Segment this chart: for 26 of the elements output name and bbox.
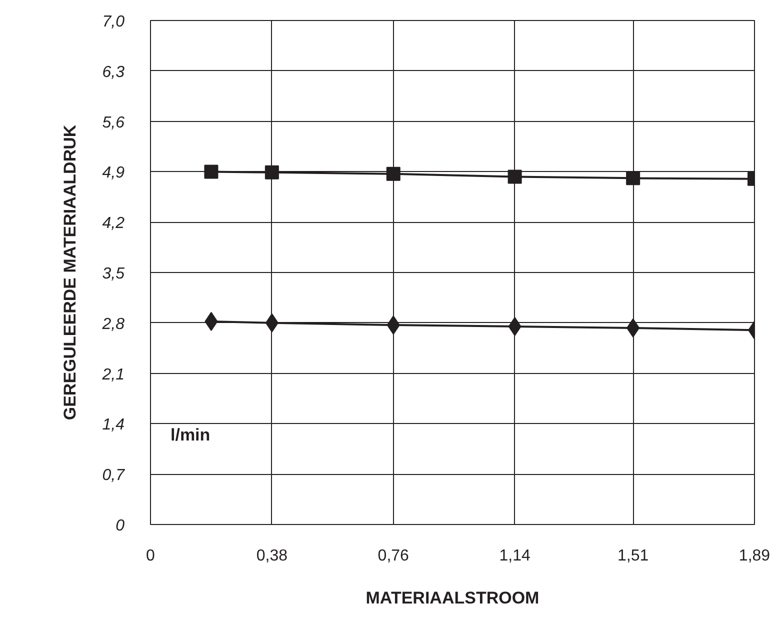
y-tick-label: 0: [116, 518, 125, 534]
point: [508, 170, 522, 184]
y-tick-label: 4,9: [102, 164, 125, 182]
point: [386, 166, 400, 181]
x-axis-title: MATERIAALSTROOM: [366, 588, 540, 608]
y-tick-label: 6,3: [102, 64, 125, 81]
y-tick-label: 0,7: [102, 467, 126, 484]
annotation: l/min: [170, 426, 210, 444]
point: [626, 171, 640, 186]
point: [264, 165, 279, 180]
point: [204, 164, 218, 179]
x-tick-label: 1,89: [738, 548, 770, 564]
y-tick-label: 1,4: [102, 416, 125, 434]
x-tick-label: 0,38: [256, 548, 288, 564]
y-tick-label: 5,6: [102, 114, 125, 132]
point: [508, 317, 522, 336]
x-tick-label: 1,14: [499, 548, 530, 564]
y-tick-label: 3,5: [102, 266, 125, 282]
x-tick-label: 0,76: [378, 548, 410, 564]
y-tick-label: 2,1: [101, 366, 125, 384]
y-tick-label: 7,0: [102, 14, 125, 30]
y-tick-label: 2,8: [101, 316, 125, 333]
x-tick-label: 0: [146, 548, 156, 564]
y-axis-title: GEREGULEERDE MATERIAALDRUK: [60, 124, 80, 420]
x-tick-label: 1,51: [617, 548, 649, 564]
y-tick-label: 4,2: [102, 215, 125, 232]
